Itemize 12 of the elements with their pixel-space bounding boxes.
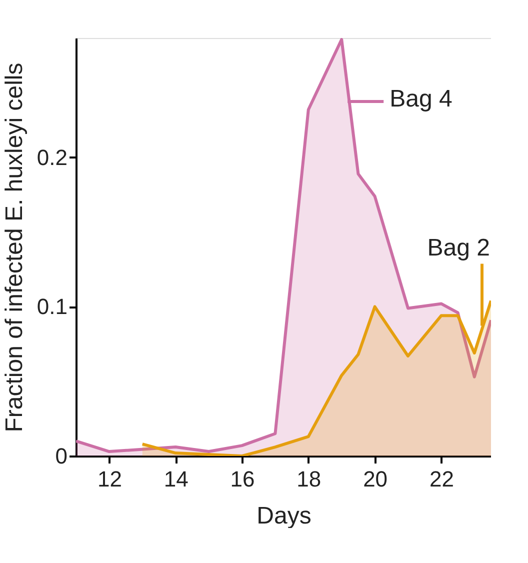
- x-tick-label: 14: [164, 466, 188, 492]
- series-label: Bag 2: [427, 234, 490, 262]
- legend-label: Bag 4: [390, 85, 452, 112]
- y-tick-label: 0.2: [36, 144, 68, 170]
- y-tick-label: 0: [55, 444, 68, 468]
- x-tick-label: 18: [296, 466, 322, 492]
- x-tick-label: 20: [363, 466, 388, 492]
- x-tick-label: 12: [97, 466, 122, 492]
- y-axis-title: Fraction of infected E. huxleyi cells: [0, 62, 28, 432]
- x-tick-label: 22: [429, 466, 454, 492]
- x-tick-label: 16: [230, 466, 255, 492]
- y-tick-label: 0.1: [36, 294, 68, 320]
